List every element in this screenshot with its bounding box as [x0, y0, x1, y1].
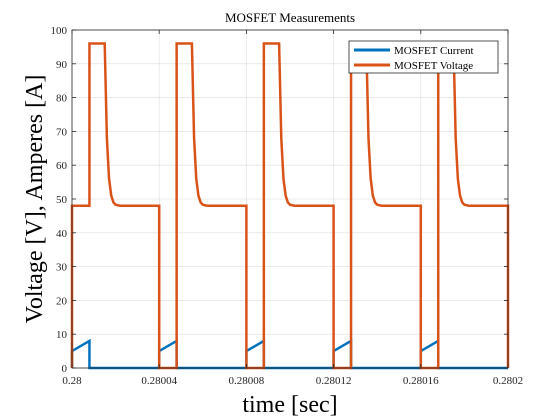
legend-box — [348, 40, 499, 74]
y-axis-ticks: 0 10 20 30 40 50 60 70 80 90 100 — [51, 25, 508, 375]
y-tick-label: 80 — [56, 93, 68, 105]
legend-label-current: MOSFET Current — [394, 45, 474, 57]
y-gridlines — [72, 29, 508, 369]
x-tick-label: 0.28008 — [229, 375, 265, 387]
x-tick-label: 0.28 — [62, 375, 82, 387]
x-tick-label: 0.28012 — [316, 375, 352, 387]
y-tick-label: 40 — [56, 228, 68, 240]
x-tick-label: 0.2802 — [493, 375, 523, 387]
y-tick-label: 0 — [62, 363, 68, 375]
legend: MOSFET Current MOSFET Voltage — [348, 40, 499, 74]
y-tick-label: 90 — [56, 59, 68, 71]
chart-title: MOSFET Measurements — [225, 10, 355, 25]
y-tick-label: 50 — [56, 194, 68, 206]
x-tick-label: 0.28004 — [141, 375, 177, 387]
y-tick-label: 100 — [51, 25, 68, 37]
x-axis-label: time [sec] — [242, 392, 337, 418]
series-line-voltage — [70, 42, 510, 370]
y-tick-label: 30 — [56, 262, 68, 274]
x-axis-ticks: 0.28 0.28004 0.28008 0.28012 0.28016 0.2802 — [62, 30, 523, 387]
y-tick-label: 10 — [56, 329, 68, 341]
x-tick-label: 0.28016 — [403, 375, 439, 387]
y-tick-label: 60 — [56, 160, 68, 172]
y-axis-label: Voltage [V], Amperes [A] — [22, 75, 48, 324]
y-tick-label: 70 — [56, 126, 68, 138]
legend-label-voltage: MOSFET Voltage — [394, 60, 473, 72]
y-tick-label: 20 — [56, 295, 68, 307]
